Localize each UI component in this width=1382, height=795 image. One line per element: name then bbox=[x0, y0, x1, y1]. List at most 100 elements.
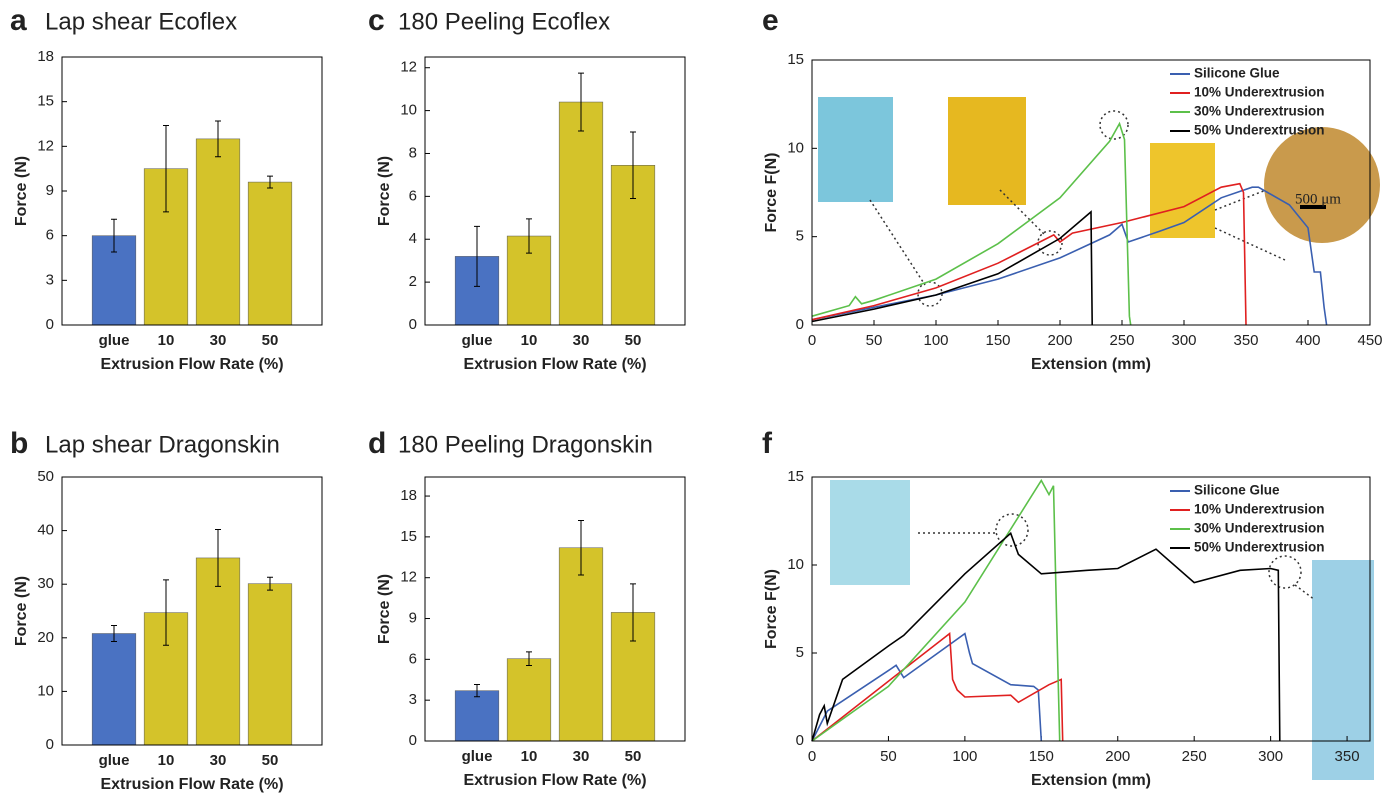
legend-label: 10% Underextrusion bbox=[1194, 502, 1325, 517]
y-tick-label: 15 bbox=[787, 51, 804, 68]
x-tick-label: 10 bbox=[521, 332, 538, 349]
error-bar bbox=[526, 651, 532, 666]
y-axis-label: Force F(N) bbox=[763, 569, 780, 649]
error-bar bbox=[578, 520, 584, 576]
x-tick-label: 100 bbox=[952, 748, 977, 765]
y-tick-label: 9 bbox=[409, 609, 417, 626]
plot-frame bbox=[811, 59, 1371, 326]
chart-title: 180 Peeling Dragonskin bbox=[398, 431, 653, 458]
error-bar bbox=[474, 225, 480, 287]
x-tick-label: glue bbox=[99, 332, 130, 349]
x-tick-label: 0 bbox=[808, 332, 816, 349]
x-tick-label: 50 bbox=[262, 332, 279, 349]
x-tick-label: 10 bbox=[158, 332, 175, 349]
data-line bbox=[811, 186, 1328, 326]
y-tick-label: 10 bbox=[400, 102, 417, 119]
error-bar bbox=[111, 624, 117, 643]
bar bbox=[195, 557, 241, 746]
y-tick-label: 10 bbox=[787, 556, 804, 573]
error-bar bbox=[578, 72, 584, 132]
y-tick-label: 50 bbox=[37, 468, 54, 485]
x-tick-label: 150 bbox=[1029, 748, 1054, 765]
y-tick-label: 3 bbox=[46, 271, 54, 288]
x-tick-label: 350 bbox=[1335, 748, 1360, 765]
photo-insets bbox=[818, 97, 1380, 780]
y-tick-label: 15 bbox=[400, 528, 417, 545]
y-tick-label: 0 bbox=[409, 732, 417, 749]
x-tick-label: 450 bbox=[1357, 332, 1382, 349]
data-line bbox=[811, 121, 1132, 326]
panel-label: d bbox=[368, 427, 386, 460]
bar bbox=[91, 633, 137, 746]
error-bar bbox=[163, 124, 169, 213]
chart-title: Lap shear Dragonskin bbox=[45, 431, 280, 458]
y-tick-label: 0 bbox=[796, 316, 804, 333]
x-tick-label: 10 bbox=[521, 748, 538, 765]
annotation: 500 μm bbox=[1295, 191, 1341, 207]
data-line bbox=[811, 632, 1043, 742]
x-tick-label: 100 bbox=[923, 332, 948, 349]
y-tick-label: 12 bbox=[400, 59, 417, 76]
legend-label: Silicone Glue bbox=[1194, 66, 1280, 81]
error-bar bbox=[630, 131, 636, 200]
error-bar bbox=[215, 529, 221, 587]
error-bar bbox=[630, 583, 636, 642]
y-tick-label: 6 bbox=[46, 227, 54, 244]
x-tick-label: 0 bbox=[808, 748, 816, 765]
y-tick-label: 6 bbox=[409, 187, 417, 204]
chart-title: 180 Peeling Ecoflex bbox=[398, 8, 610, 35]
error-bar bbox=[163, 579, 169, 646]
y-tick-label: 8 bbox=[409, 144, 417, 161]
x-tick-label: glue bbox=[462, 748, 493, 765]
bar bbox=[247, 181, 293, 326]
data-line bbox=[811, 531, 1281, 742]
error-bar bbox=[474, 684, 480, 698]
legend-label: 30% Underextrusion bbox=[1194, 521, 1325, 536]
chart-title: Lap shear Ecoflex bbox=[45, 8, 237, 35]
x-tick-label: 50 bbox=[866, 332, 883, 349]
plot-frame bbox=[424, 476, 686, 742]
x-tick-label: 250 bbox=[1109, 332, 1134, 349]
y-tick-label: 4 bbox=[409, 230, 417, 247]
y-tick-label: 20 bbox=[37, 629, 54, 646]
panel-label: b bbox=[10, 427, 28, 460]
x-axis-label: Extrusion Flow Rate (%) bbox=[100, 356, 283, 373]
y-tick-label: 6 bbox=[409, 650, 417, 667]
x-tick-label: 50 bbox=[625, 332, 642, 349]
plot-frame bbox=[424, 56, 686, 326]
x-tick-label: 50 bbox=[880, 748, 897, 765]
y-axis-label: Force F(N) bbox=[763, 153, 780, 233]
x-axis-label: Extension (mm) bbox=[1031, 772, 1151, 789]
data-line bbox=[811, 632, 1064, 742]
legend-label: 10% Underextrusion bbox=[1194, 85, 1325, 100]
legend-label: 50% Underextrusion bbox=[1194, 540, 1325, 555]
x-tick-label: 200 bbox=[1047, 332, 1072, 349]
data-line bbox=[811, 478, 1061, 742]
bar bbox=[558, 101, 604, 326]
plot-frame bbox=[61, 476, 323, 746]
y-tick-label: 30 bbox=[37, 575, 54, 592]
y-axis-label: Force (N) bbox=[376, 156, 393, 226]
x-axis-label: Extrusion Flow Rate (%) bbox=[463, 772, 646, 789]
x-tick-label: 30 bbox=[573, 748, 590, 765]
x-axis-label: Extrusion Flow Rate (%) bbox=[100, 776, 283, 793]
x-tick-label: 350 bbox=[1233, 332, 1258, 349]
bar bbox=[506, 658, 552, 742]
x-tick-label: 300 bbox=[1171, 332, 1196, 349]
x-tick-label: 30 bbox=[210, 752, 227, 769]
y-tick-label: 0 bbox=[409, 316, 417, 333]
x-tick-label: 30 bbox=[210, 332, 227, 349]
plot-frame bbox=[811, 476, 1371, 742]
y-axis-label: Force (N) bbox=[376, 574, 393, 644]
legend-label: Silicone Glue bbox=[1194, 483, 1280, 498]
x-axis-label: Extrusion Flow Rate (%) bbox=[463, 356, 646, 373]
y-tick-label: 12 bbox=[37, 137, 54, 154]
bar bbox=[195, 138, 241, 326]
x-tick-label: 30 bbox=[573, 332, 590, 349]
error-bar bbox=[215, 120, 221, 158]
x-tick-label: 10 bbox=[158, 752, 175, 769]
x-tick-label: glue bbox=[99, 752, 130, 769]
x-tick-label: 400 bbox=[1295, 332, 1320, 349]
x-tick-label: 50 bbox=[262, 752, 279, 769]
